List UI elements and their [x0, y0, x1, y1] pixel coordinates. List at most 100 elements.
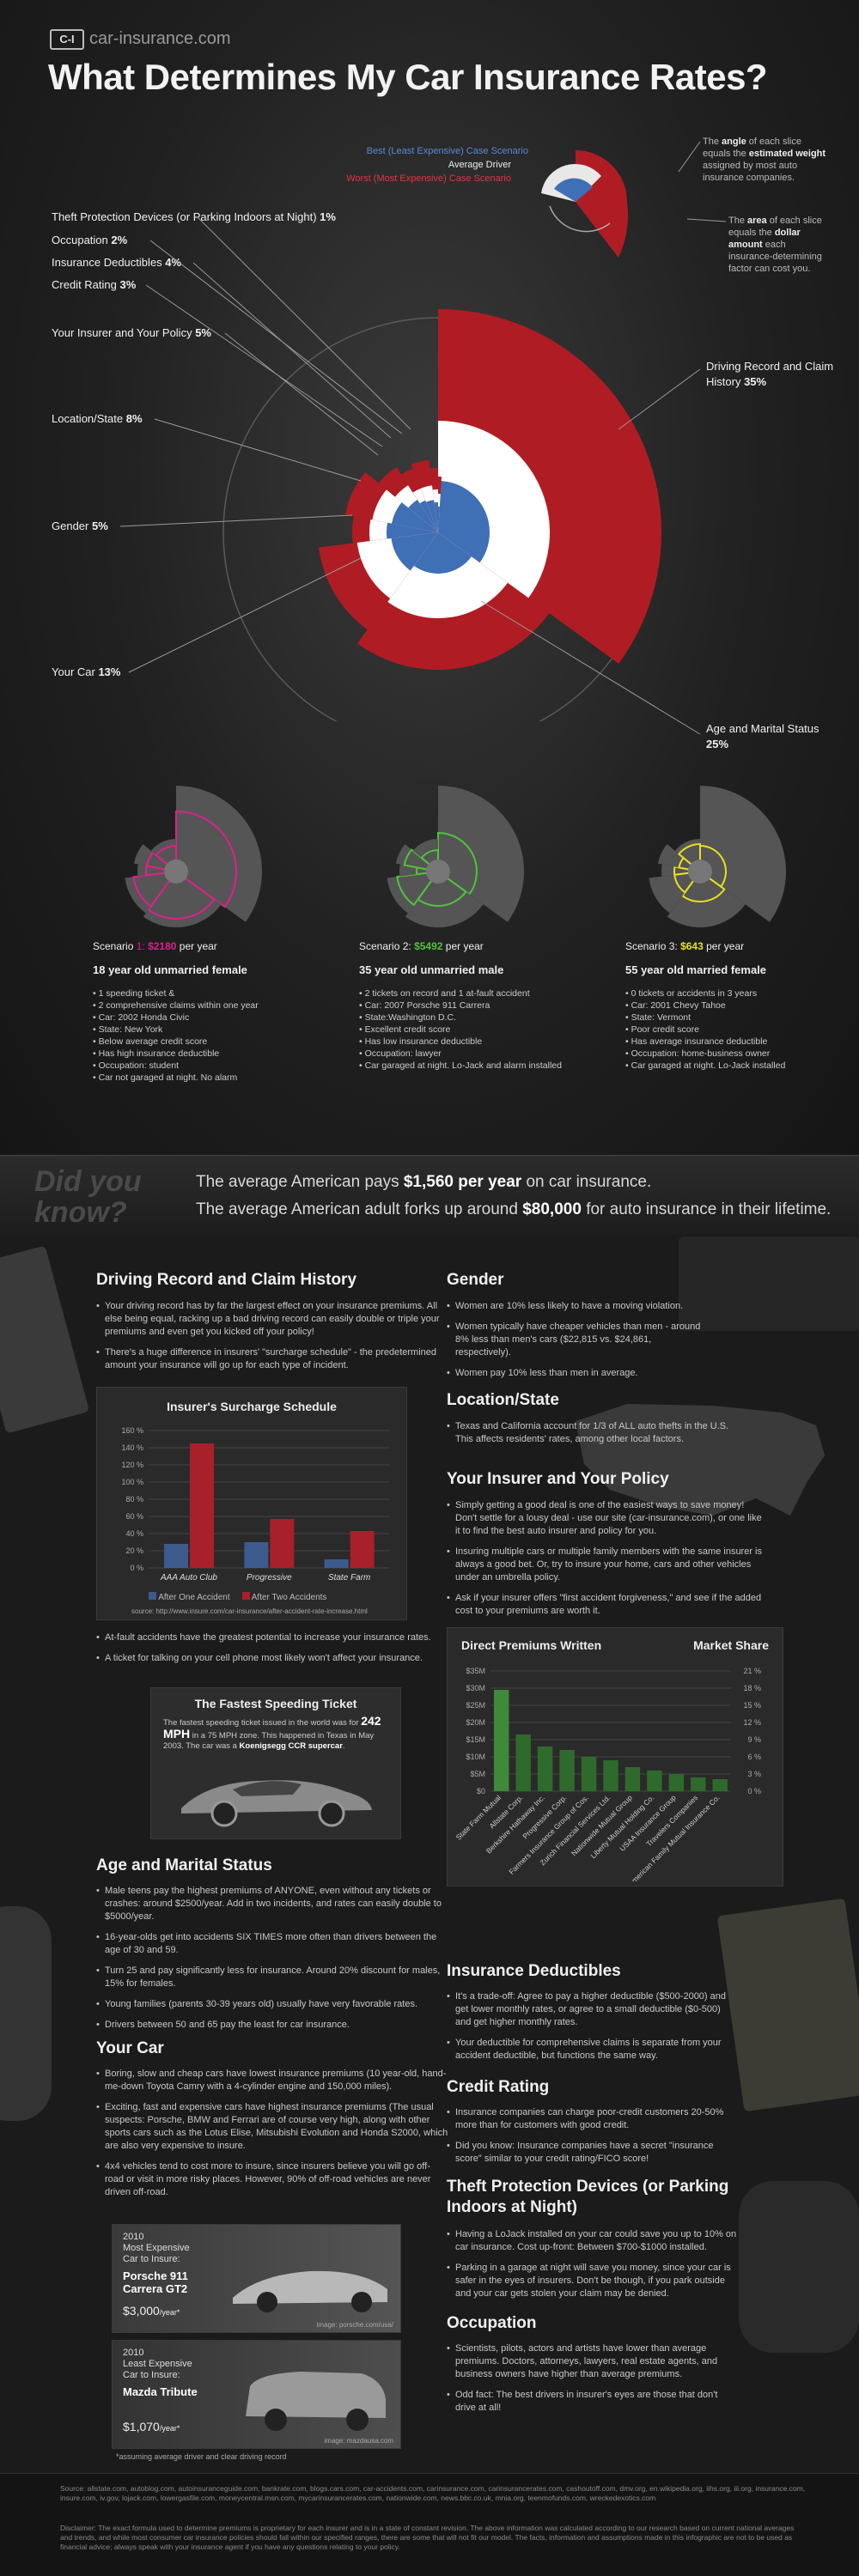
premiums-bar: [559, 1750, 575, 1791]
scenario-3-chart: [649, 786, 786, 927]
footer-sources: Source: allstate.com, autoblog.com, auto…: [60, 2484, 806, 2502]
list-item: Your deductible for comprehensive claims…: [447, 2037, 739, 2063]
list-item: Exciting, fast and expensive cars have h…: [96, 2101, 448, 2153]
fact-lifetime-cost: The average American adult forks up arou…: [196, 1200, 832, 1218]
list-item: 4x4 vehicles tend to cost more to insure…: [96, 2160, 448, 2199]
premiums-bar: [712, 1779, 728, 1791]
premiums-chart-panel: Direct Premiums Written Market Share $35…: [447, 1627, 783, 1886]
premiums-rtick: 6 %: [747, 1753, 761, 1761]
surcharge-bar: [244, 1542, 269, 1568]
surcharge-chart-title: Insurer's Surcharge Schedule: [167, 1400, 337, 1413]
factor-insurer: Your Insurer and Your Policy 5%: [52, 326, 211, 339]
speeding-title: The Fastest Speeding Ticket: [194, 1697, 357, 1710]
list-item: There's a huge difference in insurers' "…: [96, 1346, 457, 1372]
premiums-ytick: $20M: [466, 1718, 485, 1727]
most-expensive-label: 2010 Most Expensive Car to Insure:: [123, 2232, 190, 2264]
premiums-bar: [603, 1760, 618, 1791]
scenario-slice: [667, 872, 746, 927]
list-item: Women pay 10% less than men in average.: [447, 1367, 704, 1380]
most-expensive-price: $3,000/year*: [123, 2304, 180, 2318]
factor-theft: Theft Protection Devices (or Parking Ind…: [52, 210, 336, 223]
surcharge-bar: [190, 1443, 214, 1568]
scenario-list-item: 2 comprehensive claims within one year: [93, 999, 325, 1012]
surcharge-ytick: 60 %: [125, 1512, 143, 1521]
porsche-credit: image: porsche.com/usa/: [316, 2321, 393, 2329]
list-item: A ticket for talking on your cell phone …: [96, 1652, 448, 1665]
premiums-bar: [691, 1777, 706, 1791]
factor-gender: Gender 5%: [52, 519, 108, 532]
surcharge-chart: 160 % 140 % 120 % 100 % 80 % 60 % 40 % 20 % 0 % A…: [121, 1426, 389, 1583]
premiums-bar: [624, 1767, 641, 1791]
list-item: Male teens pay the highest premiums of A…: [96, 1885, 448, 1923]
premiums-chart-title: Direct Premiums Written: [461, 1638, 602, 1652]
slice-best-driving: [438, 481, 490, 563]
premiums-chart-right-title: Market Share: [693, 1638, 769, 1652]
factor-credit: Credit Rating 3%: [52, 278, 137, 291]
scenario-outline: [673, 866, 701, 876]
scenario-list-item: Poor credit score: [625, 1024, 857, 1036]
scenario-outline: [175, 810, 237, 908]
premiums-rtick: 15 %: [743, 1701, 761, 1710]
slice-best-deductibles: [426, 500, 438, 532]
gender-heading: Gender: [447, 1271, 504, 1289]
scenario-list-item: State: Vermont: [625, 1012, 857, 1024]
surcharge-ytick: 120 %: [121, 1461, 143, 1469]
surcharge-category-label: AAA Auto Club: [160, 1573, 217, 1583]
scenario-outline: [403, 848, 439, 872]
note-angle: The angle of each slice equals the estim…: [703, 137, 826, 183]
scenario-list-item: Has high insurance deductible: [93, 1048, 325, 1060]
occupation-heading: Occupation: [447, 2314, 537, 2332]
location-heading: Location/State: [447, 1391, 559, 1409]
deductibles-heading: Insurance Deductibles: [447, 1962, 621, 1980]
premiums-rtick: 9 %: [747, 1735, 761, 1744]
premiums-bar: [581, 1757, 597, 1791]
footer: Source: allstate.com, autoblog.com, auto…: [0, 2473, 859, 2576]
list-item: Simply getting a good deal is one of the…: [447, 1499, 765, 1538]
scenario-2-chart: [387, 786, 524, 927]
surcharge-bar: [270, 1519, 295, 1568]
list-item: Having a LoJack installed on your car co…: [447, 2228, 739, 2254]
surcharge-legend: After One Accident After Two Accidents: [149, 1592, 326, 1602]
supercar-image: [181, 1780, 372, 1827]
list-item: Young families (parents 30-39 years old)…: [96, 1998, 448, 2011]
driving-bullets-2: At-fault accidents have the greatest pot…: [96, 1631, 448, 1673]
premiums-ytick: $5M: [470, 1770, 485, 1778]
brand-logo[interactable]: C-I: [50, 29, 84, 50]
surcharge-source[interactable]: source: http://www.insure.com/car-insura…: [131, 1607, 368, 1615]
footer-disclaimer: Disclaimer: The exact formula used to de…: [60, 2524, 795, 2551]
scenario-list-item: Has average insurance deductible: [625, 1036, 857, 1048]
scenario-2-subtitle: 35 year old unmarried male: [359, 963, 504, 976]
occupation-bullets: Scientists, pilots, actors and artists h…: [447, 2342, 739, 2422]
family-silhouette-graphic: [679, 1236, 859, 1331]
list-item: Ask if your insurer offers "first accide…: [447, 1592, 765, 1618]
premiums-rtick: 12 %: [743, 1718, 761, 1727]
scenario-slice: [387, 872, 438, 914]
factor-location: Location/State 8%: [52, 412, 143, 425]
most-expensive-card: 2010 Most Expensive Car to Insure: Porsche…: [112, 2224, 401, 2333]
legend-best-slice: [554, 178, 593, 202]
surcharge-ytick: 80 %: [125, 1495, 143, 1504]
list-item: Boring, slow and cheap cars have lowest …: [96, 2068, 448, 2093]
scenario-list-item: Has low insurance deductible: [359, 1036, 591, 1048]
scenario-slice: [405, 872, 484, 927]
factor-deductibles: Insurance Deductibles 4%: [52, 256, 182, 269]
list-item: Women are 10% less likely to have a movi…: [447, 1300, 704, 1313]
note-area: The area of each slice equals the dollar…: [728, 216, 822, 274]
premiums-ytick: $30M: [466, 1684, 485, 1692]
scenario-outline: [396, 870, 441, 907]
brand-name[interactable]: car-insurance.com: [89, 29, 231, 48]
scenario-1-list: 1 speeding ticket &2 comprehensive claim…: [93, 987, 325, 1084]
driving-bullets: Your driving record has by far the large…: [96, 1300, 457, 1380]
surcharge-bar: [350, 1531, 375, 1568]
surcharge-category-label: Progressive: [247, 1573, 292, 1583]
legend-swatch-two: [241, 1592, 250, 1600]
scenario-outline: [699, 844, 727, 889]
gender-bullets: Women are 10% less likely to have a movi…: [447, 1300, 704, 1388]
slice-best-age: [413, 532, 472, 574]
list-item: Insuring multiple cars or multiple famil…: [447, 1546, 765, 1584]
scenario-center: [164, 860, 188, 884]
scenario-list-item: State: New York: [93, 1024, 325, 1036]
premiums-rtick: 21 %: [743, 1667, 761, 1675]
slice-best-gender: [387, 522, 438, 539]
scenario-slice: [133, 844, 176, 872]
